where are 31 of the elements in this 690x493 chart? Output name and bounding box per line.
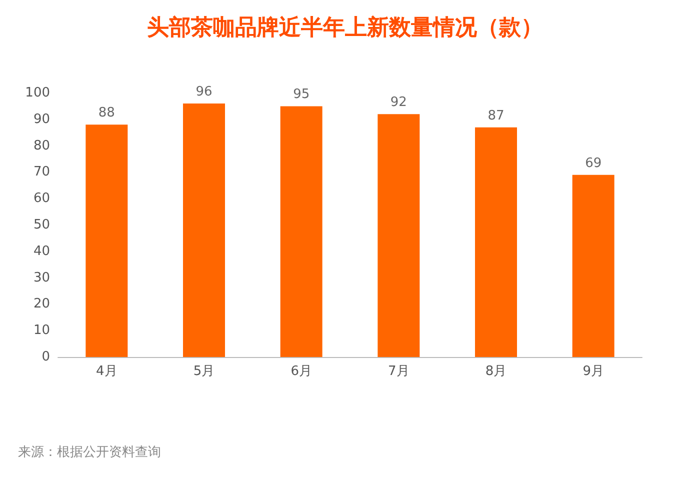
chart-title: 头部茶咖品牌近半年上新数量情况（款） — [147, 14, 543, 40]
y-tick-label: 0 — [42, 350, 50, 364]
data-label: 96 — [196, 84, 212, 100]
bar — [378, 114, 420, 357]
data-label: 87 — [488, 108, 504, 124]
data-label: 88 — [98, 106, 115, 121]
y-tick-label: 20 — [33, 296, 50, 312]
bar — [183, 104, 225, 357]
data-label: 95 — [293, 87, 310, 102]
bar — [86, 124, 128, 357]
y-tick-label: 100 — [25, 86, 50, 100]
y-tick-label: 40 — [33, 244, 50, 259]
y-tick-label: 80 — [33, 138, 50, 154]
y-tick-label: 30 — [33, 270, 50, 286]
x-tick-label: 9月 — [582, 364, 604, 379]
y-tick-label: 50 — [33, 218, 50, 232]
y-tick-label: 90 — [33, 112, 50, 127]
bar — [572, 174, 614, 357]
data-label: 92 — [390, 95, 407, 110]
x-tick-label: 6月 — [290, 364, 312, 379]
x-tick-label: 8月 — [485, 364, 507, 379]
bar — [280, 106, 322, 357]
source-note: 来源：根据公开资料查询 — [18, 445, 161, 460]
x-tick-label: 4月 — [96, 364, 118, 379]
y-tick-label: 70 — [33, 164, 50, 180]
y-tick-label: 60 — [33, 191, 50, 206]
x-tick-label: 5月 — [193, 364, 215, 379]
y-tick-label: 10 — [33, 323, 50, 338]
x-tick-label: 7月 — [388, 364, 410, 379]
data-label: 69 — [585, 156, 602, 171]
bar — [475, 127, 517, 357]
